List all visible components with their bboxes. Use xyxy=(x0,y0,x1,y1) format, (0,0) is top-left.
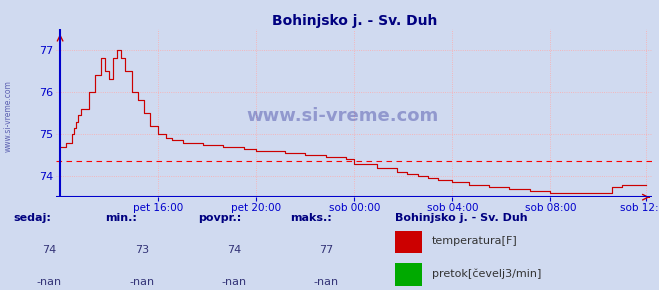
Text: temperatura[F]: temperatura[F] xyxy=(432,236,517,246)
Text: -nan: -nan xyxy=(37,277,62,287)
Text: -nan: -nan xyxy=(314,277,339,287)
Text: povpr.:: povpr.: xyxy=(198,213,241,223)
Bar xyxy=(395,263,422,286)
Text: pretok[čevelj3/min]: pretok[čevelj3/min] xyxy=(432,268,541,279)
Text: -nan: -nan xyxy=(221,277,246,287)
Text: min.:: min.: xyxy=(105,213,137,223)
Text: www.si-vreme.com: www.si-vreme.com xyxy=(4,80,13,152)
Bar xyxy=(395,231,422,253)
Text: -nan: -nan xyxy=(129,277,154,287)
Text: 73: 73 xyxy=(134,245,149,255)
Text: www.si-vreme.com: www.si-vreme.com xyxy=(246,108,438,126)
Text: maks.:: maks.: xyxy=(290,213,331,223)
Text: Bohinjsko j. - Sv. Duh: Bohinjsko j. - Sv. Duh xyxy=(395,213,528,223)
Text: 74: 74 xyxy=(227,245,241,255)
Text: 74: 74 xyxy=(42,245,57,255)
Title: Bohinjsko j. - Sv. Duh: Bohinjsko j. - Sv. Duh xyxy=(272,14,437,28)
Text: 77: 77 xyxy=(319,245,333,255)
Text: sedaj:: sedaj: xyxy=(13,213,51,223)
